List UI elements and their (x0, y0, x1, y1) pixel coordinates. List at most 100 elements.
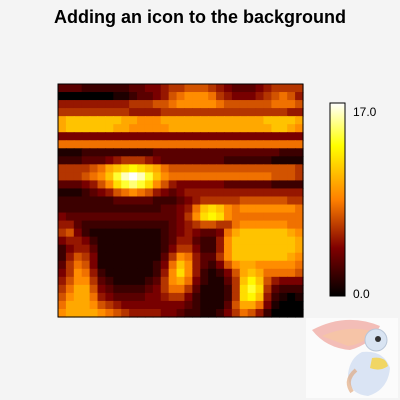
heatmap-cell (176, 108, 186, 117)
heatmap-cell (255, 148, 265, 157)
heatmap-cell (152, 228, 162, 238)
heatmap-cell (208, 180, 217, 190)
heatmap-cell (208, 132, 217, 141)
heatmap-cell (152, 180, 162, 190)
heatmap-cell (208, 148, 217, 157)
heatmap-cell (89, 204, 99, 214)
heatmap-cell (184, 188, 193, 198)
heatmap-cell (287, 180, 296, 190)
heatmap-cell (97, 188, 107, 198)
heatmap-cell (144, 260, 154, 270)
heatmap-cell (129, 244, 138, 254)
heatmap-cell (113, 188, 122, 198)
heatmap-cell (192, 196, 201, 206)
heatmap-cell (239, 108, 249, 117)
heatmap-cell (263, 180, 272, 190)
heatmap-cell (81, 300, 91, 310)
heatmap-cell (65, 84, 75, 93)
heatmap-cell (113, 92, 122, 101)
heatmap-cell (263, 92, 272, 101)
heatmap-cell (105, 300, 114, 310)
heatmap-cell (176, 276, 186, 286)
heatmap-cell (81, 156, 91, 165)
heatmap-cell (208, 284, 217, 294)
heatmap-cell (97, 132, 107, 141)
heatmap-cell (287, 268, 296, 278)
heatmap-cell (184, 308, 193, 318)
heatmap-cell (144, 180, 154, 190)
heatmap-cell (65, 292, 75, 302)
heatmap-cell (295, 196, 304, 206)
heatmap-cell (168, 148, 178, 157)
heatmap-cell (65, 156, 75, 165)
heatmap-cell (200, 292, 209, 302)
colorbar-max-label: 17.0 (353, 105, 377, 119)
heatmap-cell (129, 292, 138, 302)
heatmap-cell (152, 276, 162, 286)
heatmap-cell (160, 268, 170, 278)
heatmap-cell (200, 236, 209, 246)
heatmap-cell (216, 252, 225, 262)
heatmap-cell (279, 308, 288, 318)
heatmap-cell (89, 124, 99, 133)
heatmap-cell (160, 308, 170, 318)
heatmap-cell (89, 172, 99, 182)
heatmap-cell (81, 252, 91, 262)
heatmap-cell (208, 292, 217, 302)
heatmap-cell (81, 164, 91, 173)
heatmap-cell (255, 244, 265, 254)
heatmap-cell (152, 196, 162, 206)
heatmap-cell (208, 196, 217, 206)
heatmap-cell (279, 236, 288, 246)
heatmap-cell (81, 92, 91, 101)
heatmap-cell (121, 84, 130, 93)
heatmap-cell (137, 188, 146, 198)
heatmap-cell (247, 164, 257, 173)
heatmap-cell (89, 100, 99, 109)
heatmap-cell (73, 228, 83, 238)
heatmap-cell (255, 180, 265, 190)
heatmap-cell (160, 228, 170, 238)
heatmap-cell (113, 244, 122, 254)
heatmap-cell (152, 156, 162, 165)
heatmap-cell (271, 124, 280, 133)
heatmap-cell (192, 252, 201, 262)
heatmap-cell (263, 220, 272, 230)
heatmap-cell (168, 124, 178, 133)
heatmap-cell (89, 180, 99, 190)
heatmap-cell (223, 164, 233, 173)
heatmap-cell (144, 100, 154, 109)
heatmap-cell (73, 84, 83, 93)
heatmap-cell (239, 276, 249, 286)
heatmap-cell (81, 204, 91, 214)
heatmap-cell (129, 156, 138, 165)
heatmap-cell (89, 276, 99, 286)
heatmap-cell (192, 180, 201, 190)
heatmap-cell (192, 156, 201, 165)
heatmap-cell (231, 244, 241, 254)
heatmap-cell (97, 84, 107, 93)
heatmap-cell (200, 276, 209, 286)
heatmap-cell (255, 308, 265, 318)
heatmap-cell (295, 172, 304, 182)
heatmap-cell (295, 132, 304, 141)
heatmap-cell (271, 132, 280, 141)
heatmap-cell (144, 164, 154, 173)
heatmap-cell (168, 244, 178, 254)
heatmap-cell (137, 180, 146, 190)
heatmap-cell (152, 300, 162, 310)
heatmap-cell (200, 92, 209, 101)
heatmap-cell (168, 156, 178, 165)
heatmap-cell (279, 260, 288, 270)
heatmap-cell (137, 204, 146, 214)
heatmap-cell (160, 92, 170, 101)
heatmap-cell (73, 100, 83, 109)
heatmap-cell (97, 220, 107, 230)
heatmap-cell (208, 300, 217, 310)
heatmap-cell (271, 172, 280, 182)
heatmap-cell (160, 260, 170, 270)
heatmap-cell (97, 164, 107, 173)
heatmap-cell (65, 308, 75, 318)
heatmap-cell (168, 108, 178, 117)
heatmap-cell (152, 204, 162, 214)
